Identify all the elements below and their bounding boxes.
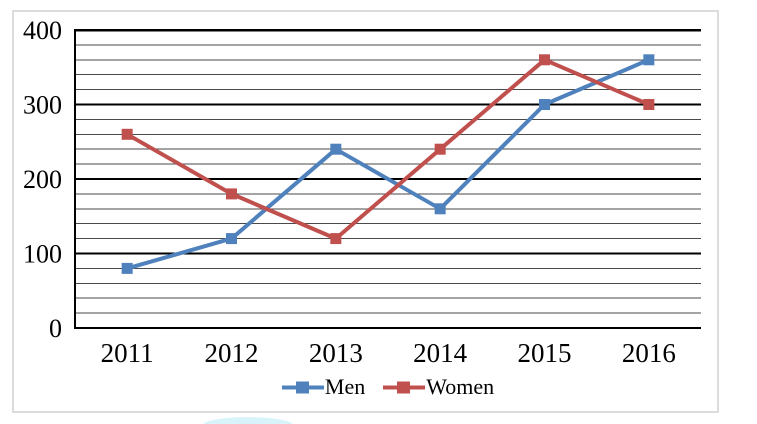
x-axis-tick-label: 2016	[622, 338, 676, 368]
marker-women	[643, 99, 655, 110]
series-line-men	[125, 57, 651, 271]
marker-men	[643, 54, 655, 66]
legend-square-women	[397, 381, 411, 393]
y-axis-tick-label: 200	[23, 165, 62, 194]
legend-label: Men	[324, 374, 366, 399]
legend-marker-men	[281, 381, 324, 393]
x-axis-tick-label: 2013	[309, 338, 363, 368]
x-axis-tick-label: 2011	[101, 338, 154, 368]
legend-item-men: Men	[281, 374, 366, 400]
x-axis-tick-label: 2015	[518, 338, 572, 368]
y-axis-tick-label: 300	[23, 91, 62, 120]
series-men	[121, 54, 655, 274]
marker-women	[226, 188, 237, 200]
highlight-artifact	[203, 417, 293, 424]
legend-square-men	[295, 381, 309, 393]
marker-women	[434, 143, 446, 155]
x-axis-tick-label: 2012	[205, 338, 259, 368]
marker-women	[121, 128, 133, 140]
chart-legend: Men Women	[75, 374, 701, 400]
marker-men	[330, 143, 342, 155]
series-line-women	[125, 57, 651, 241]
marker-men	[121, 262, 133, 274]
legend-marker-women	[383, 381, 426, 393]
legend-item-women: Women	[383, 374, 494, 400]
marker-women	[330, 233, 342, 245]
series-women	[121, 54, 655, 245]
y-axis-tick-label: 400	[23, 16, 62, 45]
y-axis-tick-label: 100	[23, 240, 62, 269]
x-axis-tick-label: 2014	[413, 338, 468, 368]
marker-men	[539, 99, 550, 110]
legend-label: Women	[426, 374, 495, 399]
y-axis-tick-label: 0	[49, 314, 62, 343]
marker-men	[434, 203, 446, 215]
marker-men	[226, 233, 237, 245]
marker-women	[539, 54, 550, 66]
